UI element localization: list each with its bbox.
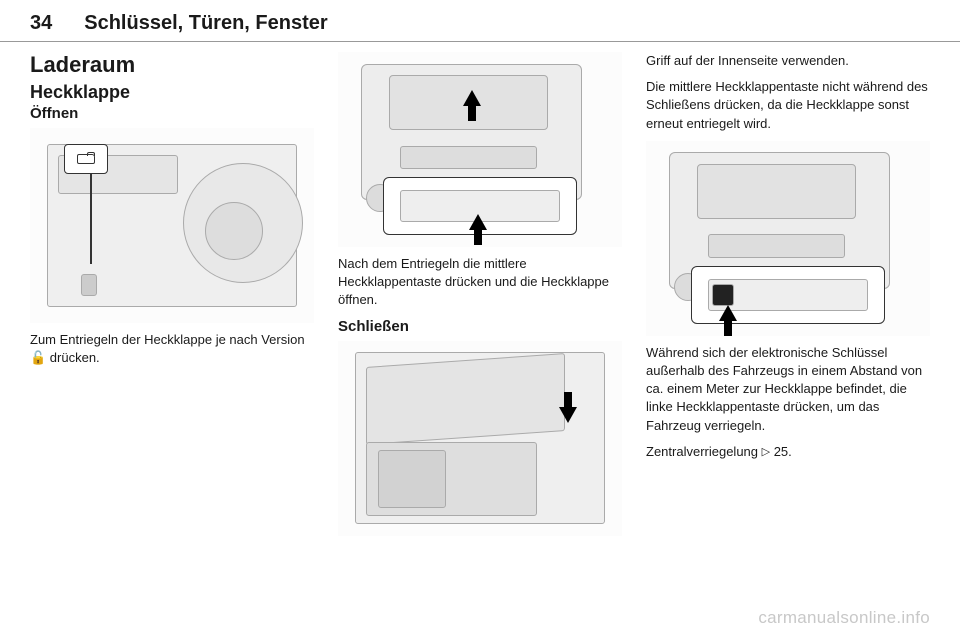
link-page: 25. [770, 444, 792, 459]
chapter-title: Schlüssel, Türen, Fenster [84, 12, 327, 35]
crossref-zentralverriegelung: Zentralverriegelung ▷ 25. [646, 443, 930, 461]
body-dont-press: Die mittlere Heckklappentaste nicht währ… [646, 78, 930, 133]
page-header: 34 Schlüssel, Türen, Fenster [0, 0, 960, 42]
text-part1: Zum Entriegeln der Heckklappe je nach Ve… [30, 332, 305, 347]
heading-laderaum: Laderaum [30, 52, 314, 78]
body-open-instruction: Nach dem Entriegeln die mittlere Heckkla… [338, 255, 622, 310]
van-icon [77, 154, 95, 164]
page-number: 34 [30, 12, 52, 35]
heading-heckklappe: Heckklappe [30, 82, 314, 103]
figure-rear-lock-button [646, 141, 930, 336]
body-use-handle: Griff auf der Innenseite verwenden. [646, 52, 930, 70]
content-area: Laderaum Heckklappe Öffnen Zum Entriegel… [0, 42, 960, 544]
link-arrow-icon: ▷ [762, 446, 770, 458]
unlock-symbol-icon: 🔓 [30, 350, 46, 365]
heading-schliessen: Schließen [338, 318, 622, 335]
body-electronic-key: Während sich der elektronische Schlüssel… [646, 344, 930, 435]
watermark: carmanualsonline.info [758, 608, 930, 628]
heading-oeffnen: Öffnen [30, 105, 314, 122]
text-part2: drücken. [46, 350, 99, 365]
figure-tailgate-open-inside [338, 341, 622, 536]
column-2: Nach dem Entriegeln die mittlere Heckkla… [338, 52, 622, 544]
column-3: Griff auf der Innenseite verwenden. Die … [646, 52, 930, 544]
arrow-up-icon [469, 214, 487, 230]
column-1: Laderaum Heckklappe Öffnen Zum Entriegel… [30, 52, 314, 544]
figure-rear-open-button [338, 52, 622, 247]
figure-dashboard-button [30, 128, 314, 323]
body-unlock-instruction: Zum Entriegeln der Heckklappe je nach Ve… [30, 331, 314, 367]
link-label: Zentralverriegelung [646, 444, 762, 459]
arrow-up-icon [719, 305, 737, 321]
arrow-down-icon [559, 407, 577, 423]
arrow-up-icon [463, 90, 481, 106]
